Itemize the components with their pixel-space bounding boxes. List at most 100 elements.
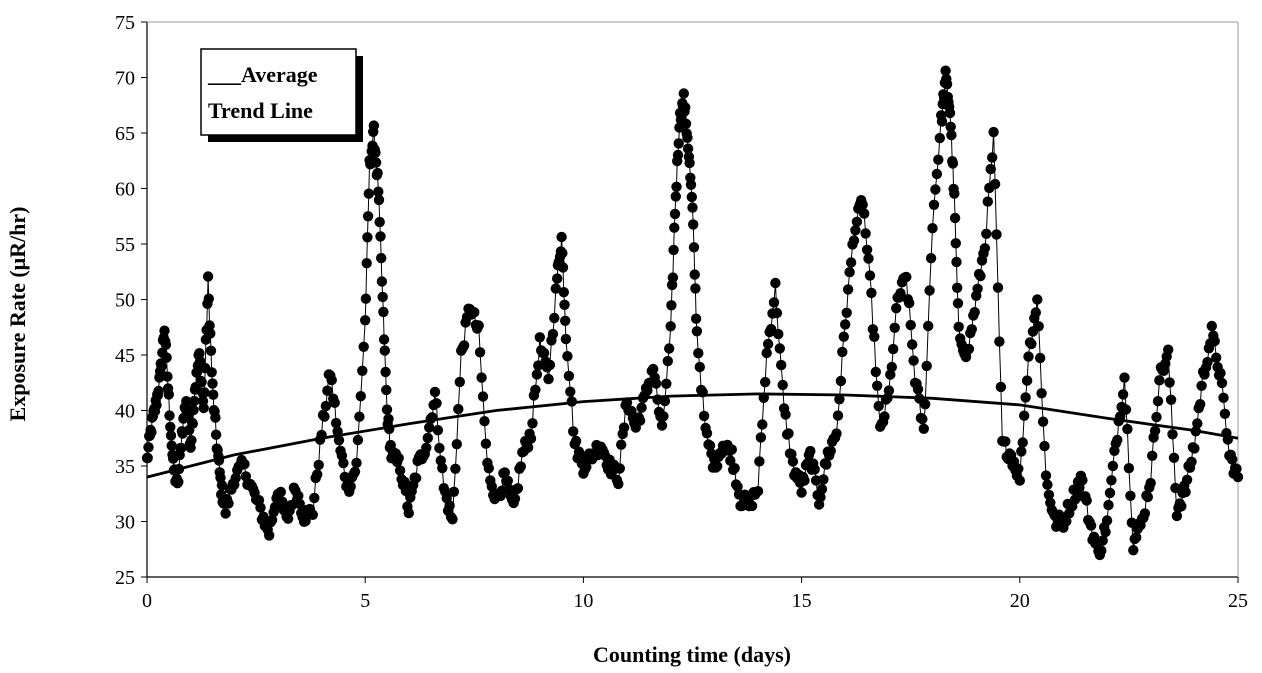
data-point [363,188,374,199]
data-point [552,273,563,284]
data-point [309,492,320,504]
data-point [375,231,386,242]
data-point [729,463,740,474]
data-point [444,500,455,511]
data-point [818,474,829,485]
data-point [682,143,694,154]
data-point [662,355,673,367]
data-point [1196,380,1207,391]
data-point [239,458,250,470]
data-point [1013,463,1024,474]
data-point [451,439,462,450]
data-point [360,293,372,304]
data-point [560,333,572,345]
data-point [891,303,902,314]
data-point [840,319,851,330]
data-point [560,315,571,326]
data-point [672,149,684,161]
data-point [469,307,480,318]
y-tick-label: 65 [115,123,135,145]
data-point [1219,408,1231,419]
y-tick-label: 25 [115,567,135,589]
data-point [307,509,318,520]
data-point [330,417,342,429]
data-point [859,208,870,219]
data-point [972,283,983,294]
data-point [329,397,340,408]
data-point [613,478,624,490]
data-point [927,223,938,234]
data-point [205,345,217,356]
data-point [1145,477,1156,489]
data-point [352,434,364,446]
data-point [671,181,682,192]
data-point [547,328,559,340]
data-point [1107,460,1119,472]
data-point [379,345,390,356]
data-point [787,456,799,467]
data-point [752,486,764,497]
data-point [1035,352,1046,364]
data-point [783,428,794,439]
data-point [159,325,170,336]
data-point [768,297,780,308]
data-point [989,178,1001,190]
data-point [835,375,847,387]
data-point [1032,294,1043,305]
data-point [770,277,781,289]
y-tick-label: 75 [115,12,135,34]
data-point [680,118,692,129]
data-point [319,411,330,422]
data-point [550,283,561,294]
data-point [1020,392,1031,403]
data-point [755,432,767,443]
data-point [512,483,524,494]
data-point [982,196,993,207]
data-point [173,476,184,488]
data-point [870,366,881,378]
data-point [477,391,489,402]
data-point [1123,463,1135,474]
data-point [969,307,980,318]
data-point [264,530,275,541]
data-point [686,191,697,203]
data-point [689,269,700,280]
data-point [474,347,486,358]
data-point [1040,470,1052,481]
data-point [1152,396,1164,407]
data-point [312,469,323,480]
data-point [799,475,810,486]
data-point [206,367,217,378]
data-point [499,467,510,478]
data-point [952,282,963,293]
data-point [1165,394,1177,405]
data-point [1104,487,1116,499]
data-point [851,216,863,227]
data-point [373,186,384,197]
data-point [373,194,385,206]
data-point [904,297,915,309]
data-point [266,514,278,526]
data-point [841,307,852,318]
data-point [883,385,895,396]
data-point [1231,463,1242,474]
data-point [931,168,943,180]
axes: 25 30 35 40 45 50 55 60 65 70 75 0 5 10 15 20 25 [115,12,1248,612]
data-point [216,480,228,491]
legend: ___Average Trend Line [200,48,363,142]
data-point [667,272,679,283]
data-point [223,498,234,509]
data-point [1128,545,1139,556]
data-point [648,363,659,375]
data-point [153,385,164,397]
data-point [777,379,788,391]
data-point [164,410,175,421]
data-point [1149,425,1161,436]
data-point [774,343,785,354]
data-point [502,475,513,486]
data-point [1170,482,1181,494]
data-point [199,387,210,398]
data-point [907,339,918,350]
data-point [860,228,871,239]
data-point [483,463,494,474]
